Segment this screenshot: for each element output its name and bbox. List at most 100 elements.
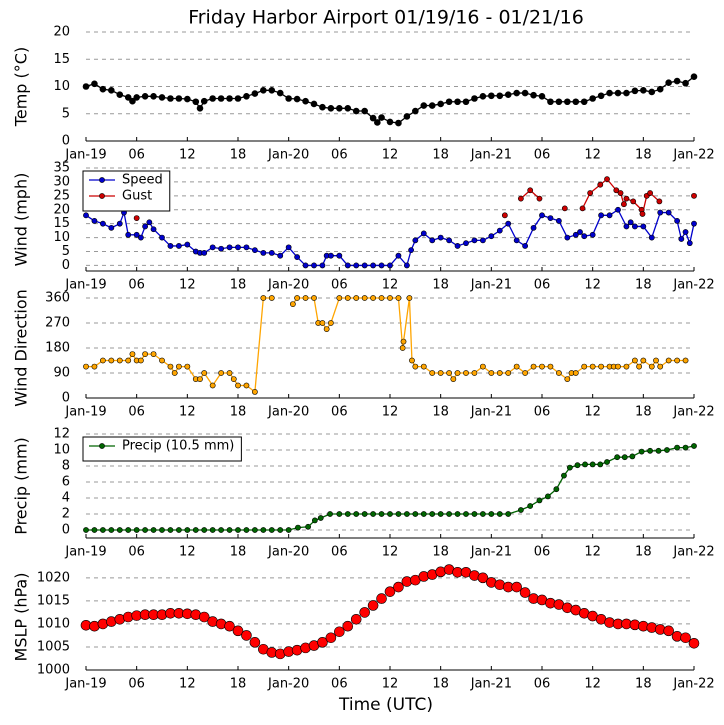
y-tick-label: 10 (53, 230, 70, 245)
x-tick-label: 18 (230, 278, 247, 293)
data-point (454, 370, 461, 376)
y-axis-label: Wind (mph) (12, 173, 31, 267)
data-point (159, 527, 165, 533)
data-point (230, 376, 237, 383)
data-point (150, 226, 157, 233)
data-point (530, 363, 537, 370)
data-point (597, 461, 604, 468)
data-point (108, 527, 115, 533)
data-point (577, 229, 583, 235)
data-point (527, 187, 534, 194)
x-tick-label: 12 (584, 405, 601, 420)
x-tick-label: 12 (179, 545, 196, 560)
data-point (311, 262, 317, 269)
data-point (352, 107, 360, 115)
data-point (463, 240, 469, 247)
data-point (400, 338, 407, 345)
data-point (277, 527, 284, 533)
data-point (445, 98, 453, 106)
x-tick-label: 06 (128, 148, 145, 163)
data-point (243, 93, 250, 100)
data-point (192, 98, 200, 106)
data-point (133, 215, 140, 222)
data-point (150, 351, 157, 358)
y-tick-label: 8 (62, 459, 70, 474)
x-tick-label: 18 (635, 278, 652, 293)
data-point (235, 527, 241, 533)
data-point (305, 523, 311, 530)
legend-label: Gust (122, 189, 152, 204)
y-tick-label: 35 (53, 161, 70, 176)
data-point (323, 326, 330, 333)
y-tick-label: 10 (53, 79, 70, 94)
data-point (344, 262, 351, 269)
x-tick-label: 06 (534, 545, 551, 560)
data-point (209, 527, 216, 533)
data-point (387, 262, 393, 269)
data-point (311, 517, 318, 524)
data-point (614, 454, 621, 461)
x-tick-label: 12 (382, 405, 399, 420)
data-point (378, 114, 385, 121)
data-point (688, 637, 700, 649)
data-point (387, 295, 393, 301)
data-point (463, 511, 469, 517)
y-tick-label: 2 (62, 507, 70, 522)
data-point (623, 363, 630, 370)
data-point (615, 206, 621, 213)
data-point (511, 581, 522, 593)
x-tick-label: 06 (128, 278, 145, 293)
data-point (361, 295, 368, 301)
data-point (268, 87, 276, 94)
data-point (429, 370, 436, 376)
data-point (462, 98, 470, 106)
data-point (496, 227, 503, 234)
data-point (488, 370, 495, 376)
data-point (682, 229, 689, 235)
data-point (479, 237, 486, 244)
data-point (678, 236, 685, 242)
x-tick-label: Jan-21 (470, 148, 512, 163)
x-tick-label: Jan-19 (64, 545, 106, 560)
x-tick-label: 18 (432, 148, 449, 163)
data-point (564, 376, 571, 383)
x-tick-label: 12 (584, 148, 601, 163)
data-point (479, 511, 486, 517)
data-point (630, 198, 637, 205)
data-point (235, 382, 241, 389)
x-tick-label: 12 (179, 677, 196, 692)
data-point (429, 511, 436, 517)
data-point (581, 363, 588, 370)
x-tick-label: Jan-21 (470, 545, 512, 560)
data-point (294, 254, 301, 260)
x-tick-label: 18 (635, 405, 652, 420)
data-point (522, 370, 529, 376)
data-point (260, 527, 267, 533)
y-tick-label: 1020 (37, 570, 70, 585)
data-point (387, 511, 393, 517)
data-point (367, 600, 379, 611)
data-point (124, 94, 132, 101)
data-point (336, 295, 343, 301)
x-tick-label: Jan-21 (470, 278, 512, 293)
y-axis-label: Temp (°C) (12, 47, 31, 127)
data-point (682, 79, 689, 87)
y-axis-label: Wind Direction (12, 289, 31, 407)
y-tick-label: 20 (53, 25, 70, 40)
y-tick-label: 0 (62, 523, 70, 538)
chart-title: Friday Harbor Airport 01/19/16 - 01/21/1… (188, 7, 584, 29)
data-point (429, 237, 436, 244)
data-point (530, 91, 537, 99)
data-point (99, 220, 106, 227)
x-tick-label: 18 (230, 148, 247, 163)
data-point (311, 295, 317, 301)
data-point (597, 92, 605, 100)
data-point (167, 363, 174, 370)
data-point (656, 85, 664, 93)
data-point (504, 91, 512, 98)
data-point (412, 363, 419, 370)
data-point (437, 234, 444, 241)
x-tick-label: Jan-20 (267, 278, 309, 293)
data-point (496, 370, 503, 376)
data-point (665, 209, 672, 216)
